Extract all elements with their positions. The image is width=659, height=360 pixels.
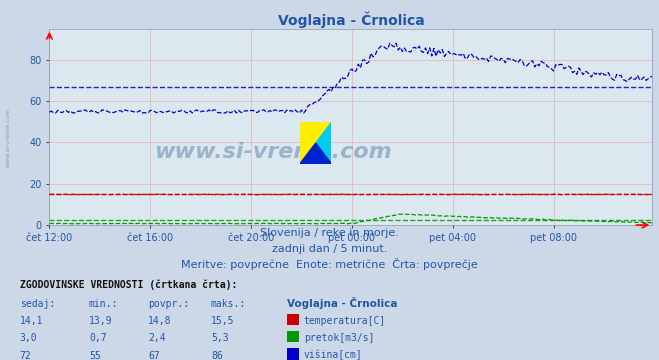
Text: zadnji dan / 5 minut.: zadnji dan / 5 minut. bbox=[272, 244, 387, 254]
Text: 67: 67 bbox=[148, 351, 160, 360]
Text: temperatura[C]: temperatura[C] bbox=[304, 316, 386, 326]
Text: min.:: min.: bbox=[89, 299, 119, 309]
Text: Voglajna - Črnolica: Voglajna - Črnolica bbox=[287, 297, 397, 309]
Text: 55: 55 bbox=[89, 351, 101, 360]
Polygon shape bbox=[300, 143, 331, 164]
Text: www.si-vreme.com: www.si-vreme.com bbox=[5, 107, 11, 167]
Text: 0,7: 0,7 bbox=[89, 333, 107, 343]
Text: sedaj:: sedaj: bbox=[20, 299, 55, 309]
Text: ZGODOVINSKE VREDNOSTI (črtkana črta):: ZGODOVINSKE VREDNOSTI (črtkana črta): bbox=[20, 279, 237, 290]
Text: višina[cm]: višina[cm] bbox=[304, 350, 362, 360]
Text: 15,5: 15,5 bbox=[211, 316, 235, 326]
Text: Slovenija / reke in morje.: Slovenija / reke in morje. bbox=[260, 228, 399, 238]
Polygon shape bbox=[316, 122, 331, 164]
Text: 14,8: 14,8 bbox=[148, 316, 172, 326]
Text: 13,9: 13,9 bbox=[89, 316, 113, 326]
Title: Voglajna - Črnolica: Voglajna - Črnolica bbox=[277, 11, 424, 28]
Text: 14,1: 14,1 bbox=[20, 316, 43, 326]
Text: 2,4: 2,4 bbox=[148, 333, 166, 343]
Text: 5,3: 5,3 bbox=[211, 333, 229, 343]
Text: maks.:: maks.: bbox=[211, 299, 246, 309]
Text: 3,0: 3,0 bbox=[20, 333, 38, 343]
Text: 86: 86 bbox=[211, 351, 223, 360]
Text: www.si-vreme.com: www.si-vreme.com bbox=[154, 143, 391, 162]
Text: povpr.:: povpr.: bbox=[148, 299, 189, 309]
Text: Meritve: povprečne  Enote: metrične  Črta: povprečje: Meritve: povprečne Enote: metrične Črta:… bbox=[181, 258, 478, 270]
Text: pretok[m3/s]: pretok[m3/s] bbox=[304, 333, 374, 343]
Polygon shape bbox=[300, 122, 331, 164]
Text: 72: 72 bbox=[20, 351, 32, 360]
